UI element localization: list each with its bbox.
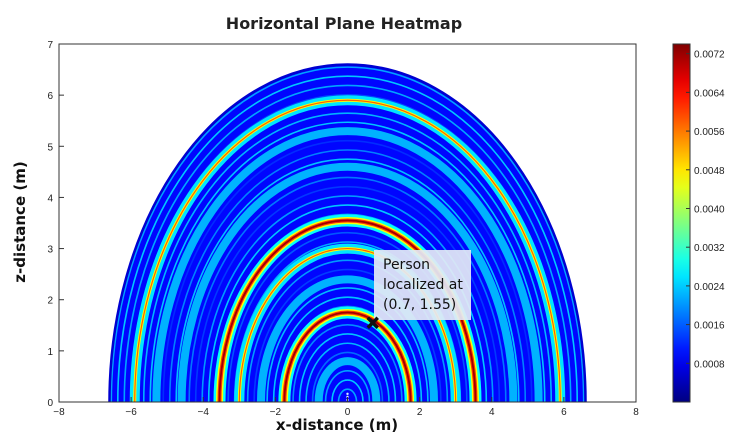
heat-texture-ring <box>331 379 364 403</box>
annotation: Person localized at (0.7, 1.55) <box>374 250 471 320</box>
x-tick-label: 0 <box>345 407 351 418</box>
colorbar-gradient <box>672 43 691 403</box>
colorbar-tick-label: 0.0016 <box>694 321 725 332</box>
heat-texture-ring <box>298 333 397 403</box>
x-tick-label: −6 <box>125 407 137 418</box>
heat-texture-ring <box>149 121 546 403</box>
colorbar-tick-label: 0.0064 <box>694 88 725 99</box>
annotation-line-3: (0.7, 1.55) <box>383 297 456 313</box>
heat-texture-ring <box>337 388 358 403</box>
heat-texture-ring <box>201 195 494 403</box>
x-tick-label: 2 <box>417 407 423 418</box>
y-tick-label: 5 <box>47 142 53 153</box>
colorbar-tick-label: 0.0048 <box>694 166 725 177</box>
colorbar-tick-label: 0.0008 <box>694 359 725 370</box>
colorbar-tick-label: 0.0024 <box>694 282 725 293</box>
heat-texture-ring <box>246 259 449 403</box>
heat-texture-ring <box>292 324 403 403</box>
person-marker <box>366 316 379 329</box>
heat-texture-ring <box>162 139 533 403</box>
heat-ring-core <box>134 99 561 403</box>
heat-texture-ring <box>175 158 520 403</box>
colorbar-tick-label: 0.0072 <box>694 50 725 61</box>
x-axis-label: x-distance (m) <box>276 416 398 434</box>
heat-texture-ring <box>272 296 423 403</box>
y-tick-label: 1 <box>47 347 53 358</box>
colorbar-tick-label: 0.0032 <box>694 243 725 254</box>
heat-edge <box>108 63 587 403</box>
y-tick-label: 7 <box>47 40 53 51</box>
y-axis-label: z-distance (m) <box>11 161 29 282</box>
heat-center-dot <box>346 395 349 399</box>
heat-texture-ring <box>168 149 527 403</box>
heat-ring-halo <box>177 162 518 403</box>
heat-ring-peak <box>283 311 412 403</box>
y-tick-label: 6 <box>47 91 53 102</box>
x-axis-ticks: −8 −6 −4 −2 0 2 4 6 8 <box>53 397 639 418</box>
colorbar-tick-label: 0.0040 <box>694 204 725 215</box>
x-tick-label: 4 <box>489 407 495 418</box>
heat-ring-halo <box>314 357 381 403</box>
marker-layer <box>366 316 379 329</box>
colorbar-tick-label: 0.0056 <box>694 127 725 138</box>
heat-texture-ring <box>116 75 579 403</box>
heat-ring-halo <box>256 275 439 403</box>
colorbar: 0.0008 0.0016 0.0024 0.0032 0.0040 0.0048 0.00… <box>672 43 725 403</box>
plot-area <box>58 43 637 403</box>
heat-ring-halo <box>152 127 543 403</box>
heat-ring-core <box>238 248 457 403</box>
heat-texture-ring <box>253 268 442 403</box>
chart-title: Horizontal Plane Heatmap <box>226 14 462 33</box>
x-tick-label: −2 <box>270 407 282 418</box>
heat-texture-ring <box>324 370 371 403</box>
heat-texture-ring <box>194 185 501 403</box>
x-tick-label: −4 <box>198 407 210 418</box>
annotation-box <box>374 250 471 320</box>
heat-texture-ring <box>110 66 585 403</box>
x-tick-label: −8 <box>53 407 65 418</box>
heat-texture-ring <box>311 351 384 403</box>
annotation-line-2: localized at <box>383 277 463 293</box>
y-tick-label: 3 <box>47 245 53 256</box>
x-tick-label: 8 <box>633 407 639 418</box>
heat-texture-ring <box>188 176 507 403</box>
annotation-line-1: Person <box>383 257 430 273</box>
heat-center-dot <box>346 392 349 396</box>
heat-texture-ring <box>266 287 429 403</box>
colorbar-ticks: 0.0008 0.0016 0.0024 0.0032 0.0040 0.0048 0.00… <box>686 50 725 370</box>
y-tick-label: 4 <box>47 193 53 204</box>
y-tick-label: 2 <box>47 296 53 307</box>
y-axis-ticks: 0 1 2 3 4 5 6 7 <box>47 40 64 409</box>
heat-texture-ring <box>305 342 390 403</box>
heat-texture-ring <box>142 112 553 403</box>
heat-texture-ring <box>227 231 468 403</box>
heat-texture-ring <box>123 84 572 403</box>
y-tick-label: 0 <box>47 398 53 409</box>
x-tick-label: 6 <box>561 407 567 418</box>
